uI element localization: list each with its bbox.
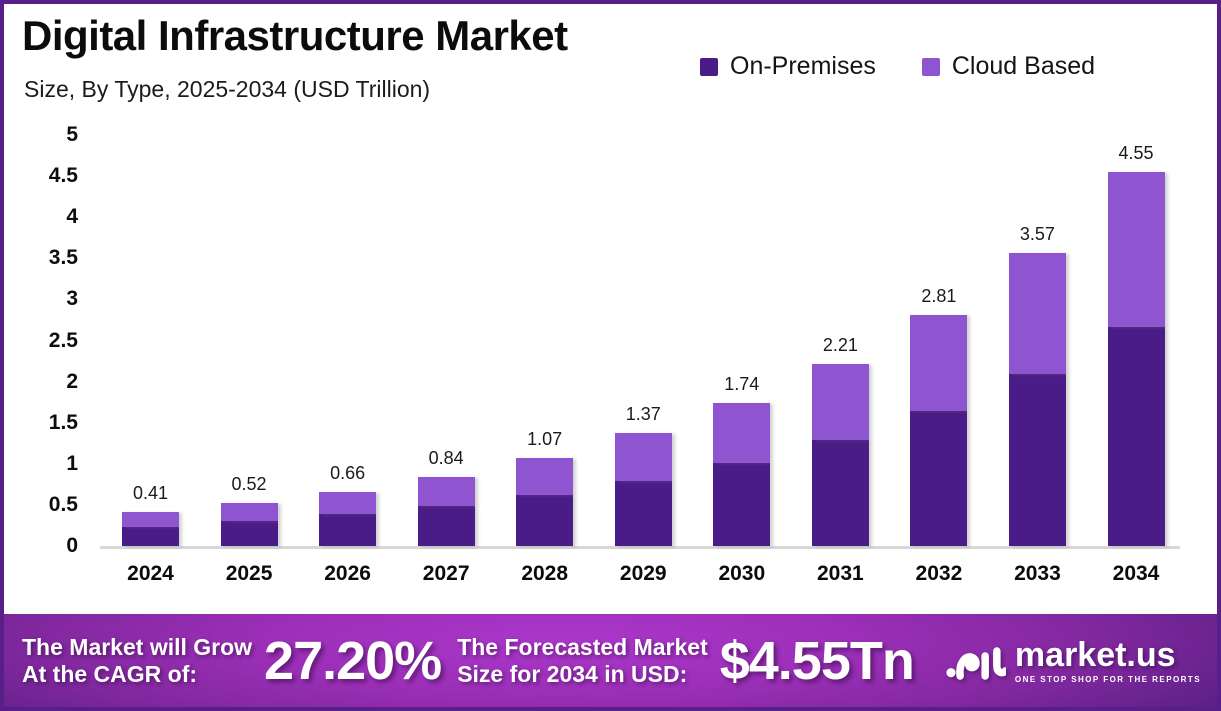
bar-total-label: 1.74	[724, 373, 760, 394]
x-tick-label: 2028	[521, 562, 569, 585]
bar-total-label: 2.21	[822, 335, 858, 356]
bar-2025-cloud-based	[220, 503, 278, 521]
market-us-logo: market.us ONE STOP SHOP FOR THE REPORTS	[946, 635, 1201, 687]
x-tick-label: 2029	[619, 562, 667, 585]
bar-2034-cloud-based	[1107, 171, 1165, 328]
bar-total-label: 4.55	[1118, 142, 1154, 163]
bar-2024-cloud-based	[122, 512, 179, 528]
y-tick-label: 1	[66, 451, 78, 475]
bar-total-label: 2.81	[921, 286, 957, 307]
y-tick-label: 4.5	[48, 164, 78, 188]
legend-label-on-premises: On-Premises	[730, 52, 876, 80]
legend-swatch-on-premises-icon	[700, 57, 718, 76]
bar-total-label: 3.57	[1019, 223, 1055, 244]
bar-2032-cloud-based	[910, 315, 968, 412]
x-tick-label: 2030	[718, 562, 766, 585]
bar-2028-on-premises	[516, 495, 574, 546]
bar-total-label: 0.84	[428, 447, 464, 468]
legend-item-cloud-based: Cloud Based	[921, 52, 1096, 81]
forecast-value: $4.55Tn	[719, 630, 915, 691]
bar-2029-cloud-based	[614, 433, 672, 482]
legend: On-Premises Cloud Based	[700, 52, 1095, 81]
market-us-logo-icon	[946, 646, 1006, 680]
bar-2033-cloud-based	[1008, 252, 1066, 375]
bar-2025-on-premises	[220, 520, 278, 546]
y-tick-label: 3	[66, 287, 78, 311]
cagr-label-line1: The Market will Grow	[22, 634, 253, 661]
bar-2028-cloud-based	[516, 458, 574, 496]
brand-tagline: ONE STOP SHOP FOR THE REPORTS	[1014, 674, 1201, 684]
x-tick-label: 2025	[225, 562, 273, 585]
bar-2027-on-premises	[417, 505, 475, 546]
y-tick-label: 0	[66, 534, 78, 557]
bar-total-label: 0.52	[231, 474, 267, 495]
x-tick-label: 2033	[1014, 562, 1061, 585]
bar-total-label: 1.07	[527, 429, 563, 450]
bar-2026-cloud-based	[319, 491, 377, 514]
y-tick-label: 2	[66, 369, 78, 393]
page-title: Digital Infrastructure Market	[22, 12, 568, 59]
bar-total-label: 0.41	[132, 483, 169, 504]
bar-2034-on-premises	[1107, 327, 1165, 546]
x-tick-label: 2024	[127, 562, 174, 585]
bar-2030-on-premises	[713, 462, 771, 546]
brand-name: market.us	[1014, 635, 1176, 674]
bar-2026-on-premises	[319, 513, 377, 546]
cagr-label-line2: At the CAGR of:	[22, 660, 198, 687]
legend-label-cloud-based: Cloud Based	[951, 52, 1096, 80]
x-tick-label: 2031	[816, 562, 864, 585]
bar-2024-on-premises	[122, 527, 179, 546]
y-tick-label: 4	[66, 205, 78, 229]
legend-item-on-premises: On-Premises	[700, 52, 876, 81]
brand-text: market.us ONE STOP SHOP FOR THE REPORTS	[1015, 638, 1201, 684]
x-tick-label: 2032	[915, 562, 963, 585]
y-tick-label: 0.5	[48, 492, 78, 516]
x-tick-label: 2027	[422, 562, 470, 585]
bar-2033-on-premises	[1008, 374, 1066, 546]
y-tick-label: 1.5	[48, 410, 78, 434]
x-axis-baseline	[100, 546, 1180, 549]
legend-swatch-cloud-based-icon	[921, 57, 940, 76]
forecast-label-line2: Size for 2034 in USD:	[457, 660, 688, 687]
bar-total-label: 1.37	[625, 404, 661, 425]
bar-2032-on-premises	[910, 411, 968, 546]
bar-2031-cloud-based	[811, 364, 869, 440]
forecast-label: The Forecasted Market Size for 2034 in U…	[457, 634, 708, 686]
bar-total-label: 0.66	[330, 462, 366, 483]
bar-2031-on-premises	[811, 439, 869, 546]
y-tick-label: 5	[66, 123, 78, 146]
bar-2027-cloud-based	[417, 476, 475, 506]
bar-2029-on-premises	[614, 481, 672, 546]
x-tick-label: 2034	[1112, 562, 1160, 585]
y-tick-label: 2.5	[48, 328, 78, 352]
footer-banner: The Market will Grow At the CAGR of: 27.…	[4, 614, 1217, 707]
bar-2030-cloud-based	[713, 402, 771, 463]
cagr-value: 27.20%	[264, 630, 442, 691]
forecast-label-line1: The Forecasted Market	[457, 634, 708, 661]
page-subtitle: Size, By Type, 2025-2034 (USD Trillion)	[24, 76, 431, 102]
cagr-label: The Market will Grow At the CAGR of:	[22, 634, 252, 686]
y-tick-label: 3.5	[48, 246, 78, 270]
x-tick-label: 2026	[324, 562, 371, 585]
